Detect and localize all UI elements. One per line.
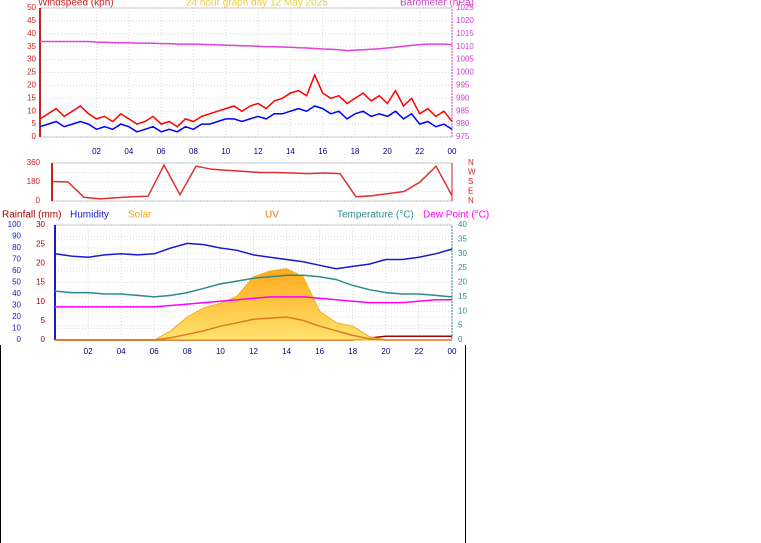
x-tick-label: 02 (92, 147, 101, 156)
legend-label: Humidity (70, 210, 109, 221)
y2-tick-label: 975 (456, 132, 470, 141)
y2-tick-label: 35 (458, 234, 467, 243)
y-tick-label: 35 (27, 42, 36, 51)
x-tick-label: 18 (351, 147, 360, 156)
x-tick-label: 00 (448, 347, 457, 356)
y-tick-label: 40 (12, 289, 21, 298)
x-tick-label: 02 (84, 347, 93, 356)
y3-tick-label: 10 (36, 297, 45, 306)
y2-tick-label: 30 (458, 249, 467, 258)
y-tick-label: 360 (27, 158, 41, 167)
y-tick-label: 30 (12, 301, 21, 310)
series-line (40, 40, 453, 52)
y2-tick-label: 15 (458, 292, 467, 301)
x-tick-label: 12 (249, 347, 258, 356)
y2-tick-label: N (468, 158, 474, 167)
x-tick-label: 18 (348, 347, 357, 356)
y-tick-label: 0 (32, 132, 37, 141)
series-line (55, 316, 452, 341)
x-tick-label: 14 (286, 147, 295, 156)
x-tick-label: 16 (315, 347, 324, 356)
series-line (39, 105, 453, 133)
x-tick-label: 10 (221, 147, 230, 156)
series-line (54, 242, 453, 270)
legend-label: Solar (128, 210, 152, 221)
y3-tick-label: 15 (36, 278, 45, 287)
y-tick-label: 10 (12, 324, 21, 333)
y-tick-label: 45 (27, 16, 36, 25)
y2-tick-label: 980 (456, 119, 470, 128)
x-tick-label: 10 (216, 347, 225, 356)
y-tick-label: 10 (27, 106, 36, 115)
series-line (39, 73, 453, 128)
x-tick-label: 20 (381, 347, 390, 356)
y2-tick-label: 990 (456, 93, 470, 102)
x-tick-label: 22 (415, 147, 424, 156)
graph-title: 24 hour graph day 12 May 2025 (186, 0, 328, 9)
y2-tick-label: 40 (458, 220, 467, 229)
x-tick-label: 16 (318, 147, 327, 156)
legend-label: Temperature (°C) (337, 210, 414, 221)
x-tick-label: 00 (448, 147, 457, 156)
y-tick-label: 100 (8, 220, 22, 229)
y-tick-label: 15 (27, 93, 36, 102)
y-tick-label: 25 (27, 68, 36, 77)
y-tick-label: 40 (27, 29, 36, 38)
y2-tick-label: 5 (458, 321, 463, 330)
y2-tick-label: 1015 (456, 29, 474, 38)
y-tick-label: 50 (27, 3, 36, 12)
legend-label: Rainfall (mm) (2, 210, 61, 221)
legend-label: Dew Point (°C) (423, 210, 489, 221)
x-tick-label: 12 (254, 147, 263, 156)
x-tick-label: 20 (383, 147, 392, 156)
y2-tick-label: 985 (456, 106, 470, 115)
y3-tick-label: 25 (36, 239, 45, 248)
y-tick-label: 20 (27, 81, 36, 90)
y2-tick-label: N (468, 196, 474, 205)
y2-tick-label: 1000 (456, 68, 474, 77)
x-tick-label: 06 (157, 147, 166, 156)
y2-tick-label: 10 (458, 306, 467, 315)
y2-tick-label: 1010 (456, 42, 474, 51)
y-tick-label: 70 (12, 255, 21, 264)
x-tick-label: 14 (282, 347, 291, 356)
y2-tick-label: 0 (458, 335, 463, 344)
y2-tick-label: 1025 (456, 3, 474, 12)
y2-tick-label: 1020 (456, 16, 474, 25)
x-tick-label: 04 (117, 347, 126, 356)
y-tick-label: 5 (32, 119, 37, 128)
y-tick-label: 30 (27, 55, 36, 64)
y3-tick-label: 0 (41, 335, 46, 344)
y2-tick-label: 1005 (456, 55, 474, 64)
y3-tick-label: 20 (36, 258, 45, 267)
y2-tick-label: W (468, 168, 476, 177)
y-tick-label: 0 (17, 335, 22, 344)
y2-tick-label: 20 (458, 278, 467, 287)
y-tick-label: 20 (12, 312, 21, 321)
y3-tick-label: 30 (36, 220, 45, 229)
y2-tick-label: E (468, 187, 473, 196)
y2-tick-label: S (468, 177, 473, 186)
y2-tick-label: 995 (456, 81, 470, 90)
y3-tick-label: 5 (41, 316, 46, 325)
y2-tick-label: 25 (458, 263, 467, 272)
x-tick-label: 04 (124, 147, 133, 156)
y-tick-label: 90 (12, 232, 21, 241)
y-tick-label: 0 (36, 196, 41, 205)
y-tick-label: 180 (27, 177, 41, 186)
baro-axis-title: Barometer (hPa) (400, 0, 474, 9)
series-line (51, 163, 453, 200)
x-tick-label: 08 (183, 347, 192, 356)
x-tick-label: 22 (414, 347, 423, 356)
x-tick-label: 08 (189, 147, 198, 156)
series-line (55, 296, 452, 308)
y-tick-label: 60 (12, 266, 21, 275)
series-line (54, 274, 453, 298)
y-tick-label: 50 (12, 278, 21, 287)
x-tick-label: 06 (150, 347, 159, 356)
wind-axis-title: Windspeed (kph) (38, 0, 114, 9)
legend-label: UV (265, 210, 279, 221)
y-tick-label: 80 (12, 243, 21, 252)
